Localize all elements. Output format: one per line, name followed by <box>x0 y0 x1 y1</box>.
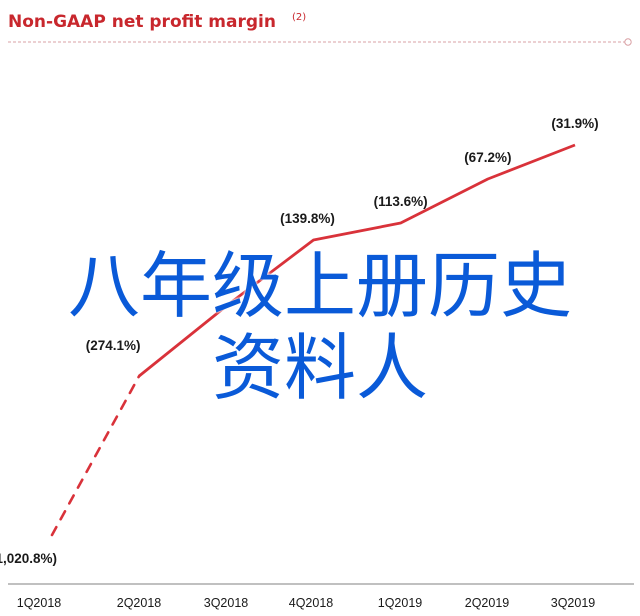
x-tick-label-4Q2018: 4Q2018 <box>289 596 334 610</box>
x-tick-label-3Q2018: 3Q2018 <box>204 596 249 610</box>
data-label-1Q2019: (113.6%) <box>374 194 428 209</box>
data-label-3Q2019: (31.9%) <box>551 116 598 131</box>
data-label-1Q2018: (1,020.8%) <box>0 551 57 566</box>
x-tick-label-1Q2019: 1Q2019 <box>378 596 423 610</box>
watermark-line-2: 资料人 <box>211 326 428 410</box>
x-axis-ticks: 1Q2018 2Q2018 3Q2018 4Q2018 1Q2019 2Q2019 3Q20… <box>17 596 596 610</box>
chart-title-note: (2) <box>292 12 306 23</box>
title-divider-end <box>624 38 632 46</box>
series-dashed-segment <box>50 374 141 537</box>
x-tick-label-1Q2018: 1Q2018 <box>17 596 62 610</box>
data-label-4Q2018: (139.8%) <box>280 211 335 226</box>
x-tick-label-2Q2018: 2Q2018 <box>117 596 162 610</box>
data-label-2Q2018: (274.1%) <box>86 338 141 353</box>
series-layer <box>50 143 576 537</box>
x-tick-label-3Q2019: 3Q2019 <box>551 596 596 610</box>
data-label-2Q2019: (67.2%) <box>464 150 511 165</box>
x-tick-label-2Q2019: 2Q2019 <box>465 596 510 610</box>
chart-title: Non-GAAP net profit margin <box>8 12 276 32</box>
data-labels: (1,020.8%) (274.1%) (139.8%) (113.6%) (67.2%… <box>0 116 599 566</box>
watermark-line-1: 八年级上册历史 <box>67 244 572 328</box>
series-line <box>138 143 576 378</box>
